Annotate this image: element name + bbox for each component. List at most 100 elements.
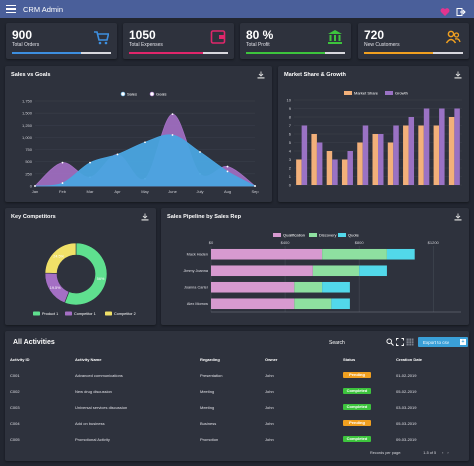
legend-marker [120,91,126,97]
y-tick-label: 5 [289,140,292,145]
y-tick-label: 8 [289,115,292,120]
x-tick-label: Sep [251,189,259,194]
pie-slice[interactable] [44,242,77,274]
data-point[interactable] [171,113,174,116]
bar-growth[interactable] [423,108,430,186]
data-point[interactable] [144,141,146,144]
column-header[interactable]: Creation Date [396,357,423,362]
bar-growth[interactable] [362,125,369,186]
bar-discovery[interactable] [294,298,332,310]
data-point[interactable] [89,161,91,164]
sales-vs-goals-panel: Sales vs Goals 0 250 500 750 1,000 1,250 1,500… [5,66,272,202]
y-tick-label: 0 [30,184,33,189]
grid-icon[interactable] [406,338,414,346]
bar-growth[interactable] [316,142,323,186]
bar-market-share[interactable] [433,125,440,186]
legend-swatch [309,233,317,237]
data-point[interactable] [61,161,64,164]
legend-swatch [65,311,72,316]
menu-icon[interactable] [6,4,16,14]
download-icon[interactable] [454,213,462,221]
data-point[interactable] [254,185,256,187]
heart-icon[interactable] [440,4,450,16]
column-header[interactable]: Regarding [200,357,220,362]
x-tick-label: $400 [281,240,291,245]
bar-growth[interactable] [301,125,308,186]
prev-page-icon[interactable]: ‹ [442,451,444,455]
bar-quote[interactable] [322,281,350,293]
bar-qualification[interactable] [211,298,295,310]
bar-growth[interactable] [439,108,445,186]
data-point[interactable] [61,182,64,184]
cell-regarding: Promotion [200,437,219,442]
table-row[interactable]: C003 Universal services discussion Meeting… [5,401,469,414]
bar-growth[interactable] [408,117,415,185]
bar-market-share[interactable] [341,159,348,186]
bar-growth[interactable] [378,134,384,185]
legend-label: Competitor 1 [74,312,96,316]
data-point[interactable] [226,170,229,173]
bar-discovery[interactable] [294,281,323,293]
bar-market-share[interactable] [403,125,409,186]
bar-market-share[interactable] [311,134,317,185]
legend-label: Sales [127,92,137,97]
bar-qualification[interactable] [211,265,313,277]
table-row[interactable]: C002 New drug discussion Meeting John Comple… [5,385,469,398]
table-row[interactable]: C001 Advanced communications Presentation J… [5,369,469,382]
table-row[interactable]: C004 Add on business Business John Pending 05… [5,417,469,430]
bar-growth[interactable] [332,159,338,186]
column-header[interactable]: Activity Name [75,357,102,362]
stat-progress-fill [246,51,326,54]
data-point[interactable] [226,165,229,168]
cell-regarding: Business [200,421,217,426]
bar-market-share[interactable] [387,142,394,186]
logout-icon[interactable] [456,4,466,16]
next-page-icon[interactable]: › [447,451,449,455]
search-label[interactable]: Search [329,340,345,346]
bar-quote[interactable] [359,265,387,277]
bar-growth[interactable] [393,125,399,186]
bar-market-share[interactable] [372,134,378,185]
download-icon[interactable] [454,71,462,79]
column-header[interactable]: Owner [265,357,278,362]
data-point[interactable] [34,185,36,187]
bar-market-share[interactable] [296,159,302,186]
bar-discovery[interactable] [312,265,360,277]
stat-label: Total Expenses [129,42,163,48]
table-row[interactable]: C005 Promotional Activity Promotion John Com… [5,433,469,446]
pie-slice[interactable] [64,242,108,306]
bar-market-share[interactable] [448,117,455,185]
bar-quote[interactable] [331,298,350,310]
cell-date: 05-02-2019 [396,389,417,394]
column-header[interactable]: Status [343,357,356,362]
cell-name: New drug discussion [75,389,112,394]
x-tick-label: Jan [32,189,38,194]
bar-qualification[interactable] [211,248,323,260]
bar-market-share[interactable] [357,142,363,186]
bar-market-share[interactable] [418,125,424,186]
bar-growth[interactable] [347,151,353,185]
search-icon[interactable] [386,338,394,346]
data-point[interactable] [116,153,119,156]
data-point[interactable] [199,151,201,153]
bar-quote[interactable] [386,248,415,260]
bar-growth[interactable] [454,108,460,186]
download-icon[interactable] [141,213,149,221]
export-csv-button[interactable]: Export to csv + [418,337,468,347]
legend-marker [149,91,155,97]
bar-discovery[interactable] [322,248,387,260]
slice-value-label: 24.5% [53,254,64,258]
data-point[interactable] [171,134,174,136]
stat-label: Total Orders [12,42,40,48]
download-icon[interactable] [257,71,265,79]
y-tick-label: 250 [25,171,32,176]
legend-swatch [385,91,393,95]
x-tick-label: Feb [59,189,67,194]
bar-market-share[interactable] [326,151,333,185]
bar-qualification[interactable] [211,281,295,293]
column-header[interactable]: Activity ID [10,357,30,362]
fullscreen-icon[interactable] [396,338,404,346]
sales-chart: 0 250 500 750 1,000 1,250 1,500 1,750 Jan Feb Mar A… [22,91,259,195]
cell-regarding: Presentation [200,373,223,378]
cell-date: 01-02-2019 [396,373,417,378]
